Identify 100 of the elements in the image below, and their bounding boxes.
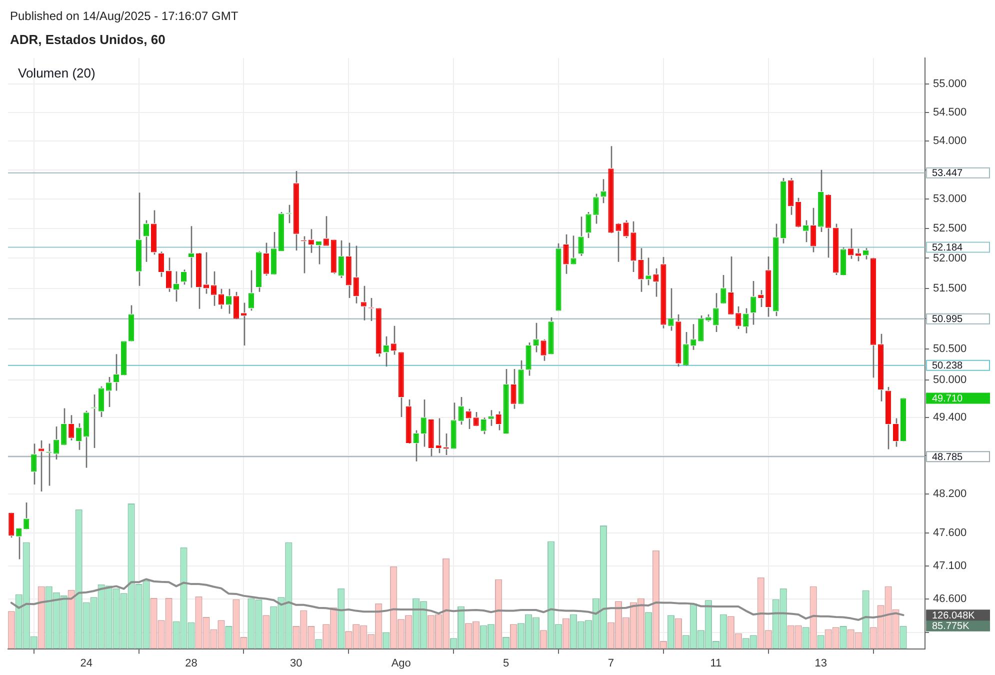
candlestick bbox=[743, 308, 749, 334]
candlestick bbox=[398, 352, 404, 418]
candlestick bbox=[196, 253, 202, 310]
candlestick bbox=[616, 224, 622, 262]
x-tick-label: 30 bbox=[290, 657, 302, 670]
y-tick-label: 50.500 bbox=[933, 343, 967, 356]
chart-title: ADR, Estados Unidos, 60 bbox=[10, 32, 166, 47]
candlestick bbox=[870, 258, 876, 378]
ref-line-label: 50.238 bbox=[932, 360, 964, 372]
candlestick bbox=[413, 430, 419, 462]
candlestick bbox=[166, 256, 172, 293]
candlestick bbox=[458, 396, 464, 426]
candlestick bbox=[593, 193, 599, 224]
ref-line-label: 53.447 bbox=[932, 168, 964, 180]
y-tick-label: 47.600 bbox=[933, 527, 967, 540]
candlestick bbox=[240, 302, 246, 346]
candlestick bbox=[383, 336, 389, 368]
candlestick bbox=[886, 386, 892, 450]
candlestick bbox=[878, 333, 884, 402]
chart-subtitle: Published on 14/Aug/2025 - 17:16:07 GMT bbox=[10, 9, 238, 23]
candlestick bbox=[690, 323, 696, 350]
candlestick bbox=[203, 252, 210, 294]
candlestick bbox=[788, 177, 794, 216]
text: 49.710 bbox=[932, 393, 964, 404]
ref-line-label: 50.995 bbox=[932, 314, 964, 326]
x-tick-label: Ago bbox=[391, 657, 411, 670]
candlestick bbox=[818, 169, 824, 233]
candlestick bbox=[570, 234, 576, 264]
candlestick bbox=[24, 502, 30, 530]
y-tick-label: 52.000 bbox=[933, 252, 967, 264]
candlestick bbox=[121, 341, 127, 376]
y2-tick-label: 126.048K bbox=[932, 610, 976, 622]
candlestick bbox=[8, 512, 14, 538]
y-tick-label: 50.000 bbox=[933, 374, 967, 386]
candlestick bbox=[766, 256, 772, 318]
candlestick bbox=[600, 178, 606, 204]
candlestick bbox=[84, 410, 90, 468]
candlestick bbox=[31, 442, 37, 486]
candlestick bbox=[353, 245, 359, 304]
annotation: Volumen (20) bbox=[18, 66, 96, 81]
candlestick bbox=[76, 422, 82, 451]
candlestick bbox=[248, 270, 254, 312]
candlestick bbox=[848, 228, 854, 260]
y-tick-label: 46.600 bbox=[933, 593, 967, 606]
candlestick bbox=[466, 408, 472, 430]
candlestick bbox=[308, 228, 314, 254]
x-tick-label: 7 bbox=[608, 657, 614, 670]
candlestick bbox=[660, 256, 666, 330]
x-tick-label: 5 bbox=[502, 657, 510, 670]
y-tick-label: 55.000 bbox=[933, 78, 967, 90]
candlestick bbox=[608, 145, 614, 233]
candlestick bbox=[533, 322, 539, 353]
y-tick-label: 53.000 bbox=[933, 193, 967, 206]
candlestick bbox=[563, 234, 569, 274]
y-tick-label: 54.000 bbox=[933, 134, 967, 147]
candlestick bbox=[750, 280, 756, 326]
candlestick bbox=[293, 170, 299, 252]
candlestick bbox=[263, 242, 269, 276]
candlestick bbox=[826, 194, 832, 258]
candlestick bbox=[668, 288, 674, 332]
candlestick bbox=[144, 220, 150, 262]
y-tick-label: 49.400 bbox=[933, 412, 967, 424]
candlestick bbox=[646, 256, 652, 286]
candlestick bbox=[330, 240, 336, 273]
candlestick bbox=[338, 240, 344, 279]
candlestick bbox=[810, 207, 816, 253]
candlestick bbox=[450, 402, 456, 449]
y-tick-label: 47.100 bbox=[933, 560, 967, 572]
candlestick bbox=[346, 242, 352, 299]
y-tick-label: 54.500 bbox=[933, 106, 967, 118]
candlestick bbox=[713, 292, 719, 333]
x-tick-label: 11 bbox=[710, 657, 722, 670]
candlestick bbox=[360, 285, 366, 322]
ref-line-label: 48.785 bbox=[932, 452, 964, 463]
y-tick-label: 48.200 bbox=[933, 488, 967, 500]
candlestick bbox=[900, 398, 906, 442]
candlestick bbox=[803, 220, 809, 243]
candlestick bbox=[638, 247, 644, 293]
x-tick-label: 28 bbox=[185, 657, 198, 670]
candlestick bbox=[488, 409, 494, 427]
candlestick bbox=[323, 215, 329, 246]
y2-tick-label: 85.775K bbox=[932, 621, 970, 632]
candlestick bbox=[758, 289, 764, 308]
candlestick bbox=[390, 325, 396, 356]
candlestick bbox=[16, 528, 22, 560]
candlestick bbox=[630, 220, 636, 273]
candlestick bbox=[54, 426, 60, 460]
candlestick bbox=[856, 248, 862, 262]
candlestick bbox=[683, 331, 689, 366]
candlestick bbox=[151, 210, 157, 256]
candlestick bbox=[420, 398, 426, 448]
x-tick-label: 13 bbox=[814, 657, 827, 670]
candlestick bbox=[510, 368, 516, 410]
candlestick bbox=[136, 192, 142, 287]
candlestick bbox=[106, 376, 112, 408]
x-tick-label: 24 bbox=[80, 657, 92, 670]
y-tick-label: 52.500 bbox=[933, 222, 967, 235]
y-tick-label: 51.500 bbox=[933, 282, 967, 294]
ref-line-label: 52.184 bbox=[932, 242, 964, 254]
candlestick bbox=[68, 414, 74, 442]
